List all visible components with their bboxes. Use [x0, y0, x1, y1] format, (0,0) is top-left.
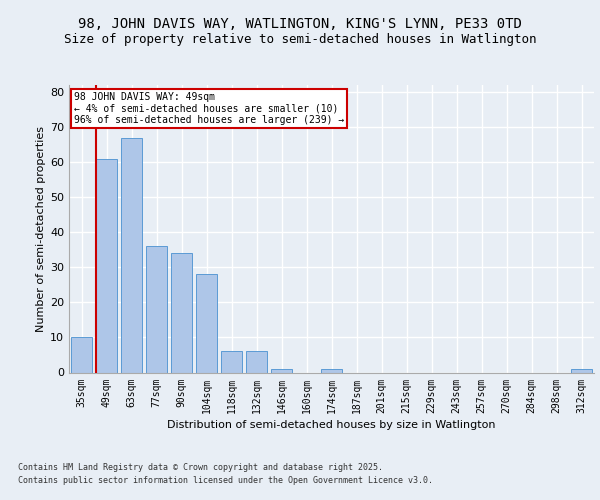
Text: 98 JOHN DAVIS WAY: 49sqm
← 4% of semi-detached houses are smaller (10)
96% of se: 98 JOHN DAVIS WAY: 49sqm ← 4% of semi-de…: [74, 92, 344, 126]
Text: Contains HM Land Registry data © Crown copyright and database right 2025.: Contains HM Land Registry data © Crown c…: [18, 462, 383, 471]
Bar: [171, 254, 192, 372]
X-axis label: Distribution of semi-detached houses by size in Watlington: Distribution of semi-detached houses by …: [167, 420, 496, 430]
Bar: [246, 352, 267, 372]
Y-axis label: Number of semi-detached properties: Number of semi-detached properties: [36, 126, 46, 332]
Text: Contains public sector information licensed under the Open Government Licence v3: Contains public sector information licen…: [18, 476, 433, 485]
Bar: [271, 369, 292, 372]
Bar: [71, 338, 92, 372]
Bar: [96, 158, 117, 372]
Bar: [571, 369, 592, 372]
Text: Size of property relative to semi-detached houses in Watlington: Size of property relative to semi-detach…: [64, 32, 536, 46]
Bar: [221, 352, 242, 372]
Bar: [146, 246, 167, 372]
Text: 98, JOHN DAVIS WAY, WATLINGTON, KING'S LYNN, PE33 0TD: 98, JOHN DAVIS WAY, WATLINGTON, KING'S L…: [78, 18, 522, 32]
Bar: [121, 138, 142, 372]
Bar: [196, 274, 217, 372]
Bar: [321, 369, 342, 372]
